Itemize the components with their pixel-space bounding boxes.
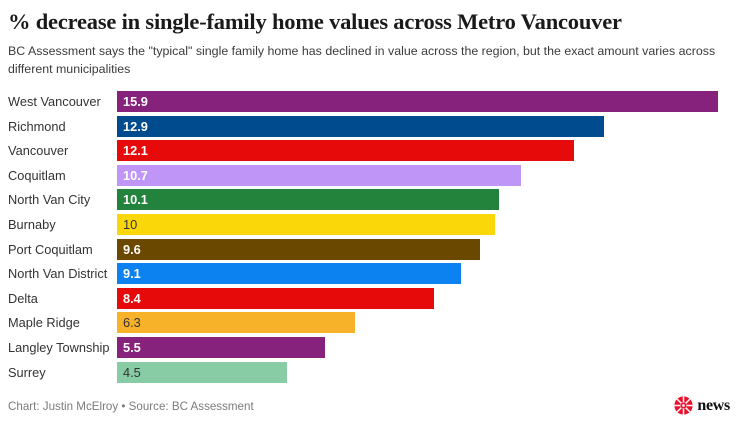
bar-track: 10.1 (117, 189, 738, 211)
bar-track: 5.5 (117, 336, 738, 358)
bar: 12.9 (117, 115, 605, 137)
bar-value-label: 9.1 (123, 266, 141, 282)
bar: 12.1 (117, 140, 575, 162)
bar-value-label: 10 (123, 216, 138, 232)
bar-category-label: Maple Ridge (8, 315, 80, 331)
bar-value-label: 4.5 (123, 364, 141, 380)
bar-category-label: Coquitlam (8, 167, 66, 183)
bar: 8.4 (117, 287, 435, 309)
chart-header: % decrease in single-family home values … (0, 0, 738, 78)
bar-value-label: 10.7 (123, 167, 148, 183)
bar-row: West Vancouver 15.9 (0, 91, 738, 116)
bar-category-label: Port Coquitlam (8, 241, 93, 257)
bar: 10 (117, 213, 495, 235)
bar-chart-plot-area: West Vancouver 15.9 Richmond 12.9 Vancouver 1… (0, 91, 738, 391)
bar: 10.7 (117, 164, 522, 186)
bar-row: Maple Ridge 6.3 (0, 312, 738, 337)
bar-row: Langley Township 5.5 (0, 336, 738, 362)
bar: 6.3 (117, 312, 355, 334)
bar-value-label: 8.4 (123, 290, 141, 306)
bar-track: 9.1 (117, 263, 738, 285)
bar-category-label: Burnaby (8, 216, 56, 232)
cbc-gem-icon (674, 396, 694, 415)
page-title: % decrease in single-family home values … (8, 9, 622, 34)
bar-track: 15.9 (117, 91, 738, 112)
bar-track: 9.6 (117, 238, 738, 260)
bar-track: 10 (117, 213, 738, 235)
bar-category-label: North Van City (8, 192, 91, 208)
chart-credit: Chart: Justin McElroy • Source: BC Asses… (8, 400, 254, 413)
bar: 9.6 (117, 238, 480, 260)
bar-track: 12.9 (117, 115, 738, 137)
bar-value-label: 10.1 (123, 192, 148, 208)
bar: 5.5 (117, 336, 325, 358)
bar-track: 12.1 (117, 140, 738, 162)
bar: 4.5 (117, 361, 287, 383)
bar-category-label: Richmond (8, 118, 66, 134)
bar-value-label: 9.6 (123, 241, 141, 257)
bar-row: North Van District 9.1 (0, 263, 738, 288)
bar-value-label: 6.3 (123, 315, 141, 331)
bar-track: 4.5 (117, 361, 738, 383)
bar-row: Surrey 4.5 (0, 361, 738, 387)
bar-value-label: 12.9 (123, 118, 148, 134)
bar-row: Richmond 12.9 (0, 115, 738, 141)
bar: 10.1 (117, 189, 499, 211)
bar-category-label: Langley Township (8, 339, 110, 355)
bar-category-label: North Van District (8, 266, 108, 282)
bar-category-label: Vancouver (8, 143, 69, 159)
cbc-news-wordmark: news (697, 397, 730, 414)
bar-category-label: Surrey (8, 364, 46, 380)
bar-category-label: West Vancouver (8, 94, 101, 109)
bar-row: Burnaby 10 (0, 213, 738, 239)
bar-category-label: Delta (8, 290, 38, 306)
bar-row: Coquitlam 10.7 (0, 164, 738, 190)
bar-row: Vancouver 12.1 (0, 140, 738, 165)
bar-value-label: 5.5 (123, 339, 141, 355)
bar-row: North Van City 10.1 (0, 189, 738, 214)
bar: 9.1 (117, 263, 461, 285)
bar-row: Port Coquitlam 9.6 (0, 238, 738, 264)
bar: 15.9 (117, 91, 718, 112)
chart-subtitle: BC Assessment says the "typical" single … (8, 44, 716, 76)
bar-value-label: 15.9 (123, 94, 148, 109)
bar-track: 8.4 (117, 287, 738, 309)
bar-track: 10.7 (117, 164, 738, 186)
chart-footer: Chart: Justin McElroy • Source: BC Asses… (0, 392, 738, 428)
cbc-news-logo: news (674, 396, 730, 415)
bar-row: Delta 8.4 (0, 287, 738, 313)
bar-track: 6.3 (117, 312, 738, 334)
bar-value-label: 12.1 (123, 143, 148, 159)
